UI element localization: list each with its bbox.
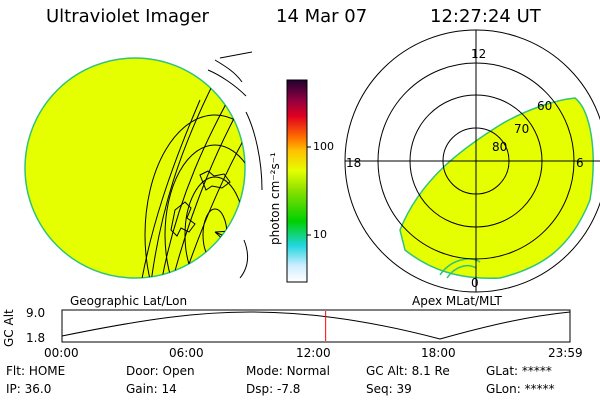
geographic-label: Geographic Lat/Lon <box>70 294 188 308</box>
altitude-ytick-low: 1.8 <box>26 331 46 345</box>
geographic-image <box>24 51 263 279</box>
altitude-ytick-high: 9.0 <box>26 306 46 320</box>
altitude-xtick: 06:00 <box>169 346 204 360</box>
mlt-label-12: 12 <box>471 47 487 61</box>
status-door: Door: Open <box>126 364 195 378</box>
altitude-xtick: 12:00 <box>296 346 331 360</box>
status-gc-alt: GC Alt: 8.1 Re <box>366 364 450 378</box>
colorbar-unit-label: photon cm⁻²s⁻¹ <box>268 152 282 245</box>
auroral-oval <box>399 97 594 279</box>
time-label: 12:27:24 UT <box>430 6 541 27</box>
mlt-label-0: 0 <box>471 276 479 290</box>
date-label: 14 Mar 07 <box>276 6 368 27</box>
status-ip: IP: 36.0 <box>6 382 52 396</box>
altitude-xtick: 18:00 <box>421 346 456 360</box>
colorbar <box>286 79 311 283</box>
altitude-ylabel: GC Alt <box>2 309 16 347</box>
mlt-label-18: 18 <box>346 156 362 170</box>
status-gain: Gain: 14 <box>126 382 177 396</box>
altitude-plot <box>61 309 571 343</box>
mlat-label-70: 70 <box>514 122 530 136</box>
status-glat: GLat: ***** <box>486 364 552 378</box>
status-seq: Seq: 39 <box>366 382 412 396</box>
status-flt: Flt: HOME <box>6 364 66 378</box>
altitude-xtick: 00:00 <box>44 346 79 360</box>
polar-plot <box>344 29 600 293</box>
status-mode: Mode: Normal <box>246 364 330 378</box>
instrument-title: Ultraviolet Imager <box>46 6 209 27</box>
altitude-xtick: 23:59 <box>548 346 583 360</box>
mlat-label-80: 80 <box>492 140 508 154</box>
mlt-label-6: 6 <box>576 156 584 170</box>
status-dsp: Dsp: -7.8 <box>246 382 301 396</box>
apex-label: Apex MLat/MLT <box>412 294 502 308</box>
colorbar-tick-10: 10 <box>313 228 327 241</box>
mlat-label-60: 60 <box>537 99 553 113</box>
colorbar-tick-100: 100 <box>313 140 334 153</box>
status-glon: GLon: ***** <box>486 382 555 396</box>
